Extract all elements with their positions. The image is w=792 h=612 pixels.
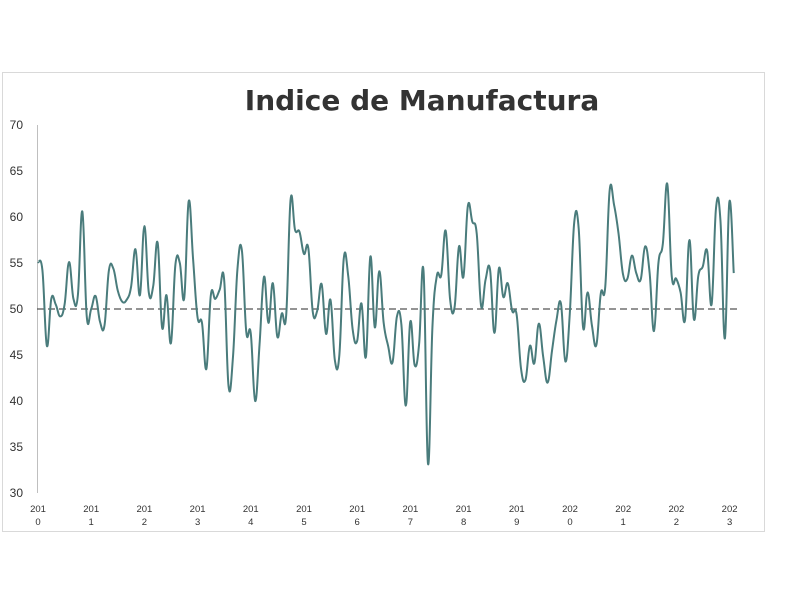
x-tick-label: 201 9 — [509, 504, 525, 528]
x-tick-label: 201 5 — [296, 504, 312, 528]
y-tick-label: 35 — [10, 440, 24, 454]
y-tick-label: 55 — [10, 256, 24, 270]
y-tick-label: 50 — [10, 302, 24, 316]
x-tick-label: 202 2 — [668, 504, 684, 528]
x-tick-label: 201 0 — [30, 504, 46, 528]
x-tick-label: 201 7 — [402, 504, 418, 528]
y-tick-label: 65 — [10, 164, 24, 178]
x-tick-label: 202 3 — [722, 504, 738, 528]
x-tick-label: 201 1 — [83, 504, 99, 528]
y-tick-label: 45 — [10, 348, 24, 362]
y-tick-label: 40 — [10, 394, 24, 408]
y-tick-label: 70 — [10, 118, 24, 132]
x-axis: 201 0 201 1 201 2 201 3 201 4 201 5 201 6 201 7 201 8 201 9… — [30, 504, 737, 528]
chart-title: Indice de Manufactura — [244, 84, 600, 117]
x-tick-label: 202 0 — [562, 504, 578, 528]
x-tick-label: 201 8 — [456, 504, 472, 528]
x-tick-label: 201 4 — [243, 504, 259, 528]
x-tick-label: 202 1 — [615, 504, 631, 528]
x-tick-label: 201 6 — [349, 504, 365, 528]
y-axis: 30 35 40 45 50 55 60 65 70 — [10, 118, 38, 500]
y-tick-label: 30 — [10, 486, 24, 500]
x-tick-label: 201 3 — [190, 504, 206, 528]
series-line — [37, 182, 735, 466]
chart-frame — [2, 72, 765, 532]
x-tick-label: 201 2 — [136, 504, 152, 528]
y-tick-label: 60 — [10, 210, 24, 224]
